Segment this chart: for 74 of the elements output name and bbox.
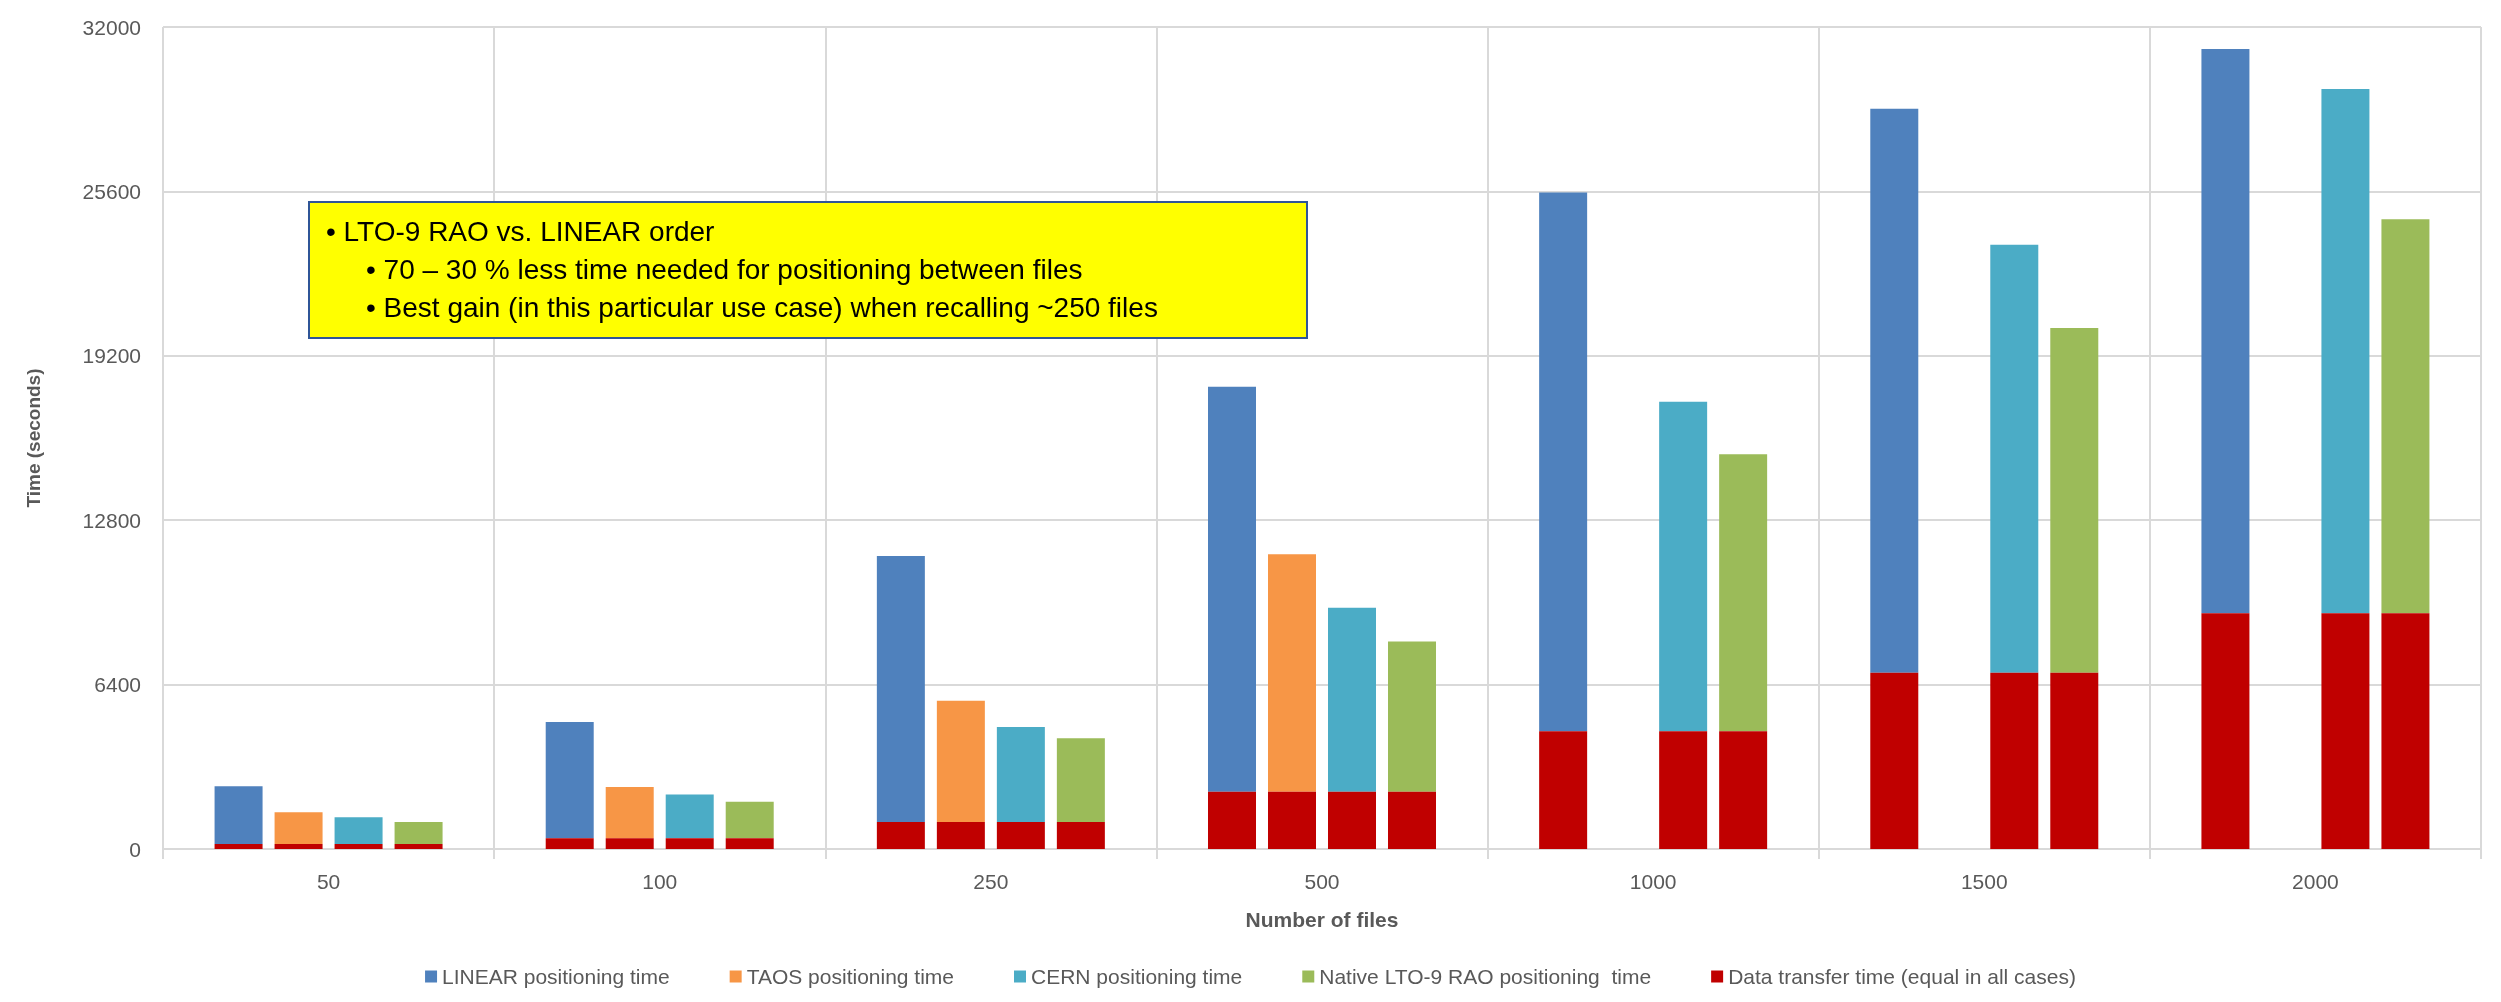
legend-label: Native LTO-9 RAO positioning time bbox=[1319, 965, 1652, 988]
bar bbox=[274, 812, 323, 845]
legend-label: CERN positioning time bbox=[1031, 965, 1243, 988]
bar bbox=[936, 822, 985, 849]
bar bbox=[1870, 672, 1919, 849]
bar bbox=[996, 822, 1045, 849]
bar bbox=[545, 722, 594, 839]
bar bbox=[1719, 454, 1768, 732]
bar bbox=[936, 700, 985, 823]
bar bbox=[605, 787, 654, 839]
bar bbox=[334, 817, 383, 845]
legend-label: LINEAR positioning time bbox=[442, 965, 670, 988]
x-tick-label: 100 bbox=[642, 870, 678, 893]
x-tick-label: 50 bbox=[316, 870, 341, 893]
y-tick-label: 0 bbox=[129, 837, 141, 861]
bar bbox=[725, 801, 774, 839]
bar bbox=[2050, 328, 2099, 673]
bar bbox=[1208, 791, 1256, 849]
bar bbox=[1388, 791, 1436, 849]
y-tick-label: 12800 bbox=[82, 508, 141, 532]
y-tick-label: 19200 bbox=[82, 344, 141, 368]
bar bbox=[1719, 731, 1768, 849]
bar bbox=[1990, 672, 2039, 849]
bar bbox=[1870, 108, 1919, 673]
bar bbox=[2381, 219, 2430, 614]
x-tick-label: 500 bbox=[1304, 870, 1340, 893]
bar bbox=[725, 838, 774, 849]
bar bbox=[1990, 244, 2039, 673]
bar bbox=[2201, 49, 2250, 614]
bar bbox=[2201, 613, 2250, 849]
bar bbox=[545, 838, 594, 849]
bar bbox=[2381, 613, 2430, 849]
bar bbox=[996, 726, 1045, 823]
bar bbox=[214, 786, 263, 845]
legend-label: Data transfer time (equal in all cases) bbox=[1728, 965, 2076, 988]
x-tick-label: 1000 bbox=[1629, 870, 1677, 893]
y-tick-label: 25600 bbox=[82, 179, 141, 203]
annotation: • Best gain (in this particular use case) when recalling ~250 files bbox=[365, 291, 1159, 325]
annotation: • LTO-9 RAO vs. LINEAR order bbox=[326, 215, 716, 249]
bar bbox=[1659, 731, 1708, 849]
y-tick-label: 6400 bbox=[94, 673, 141, 697]
bar bbox=[274, 844, 323, 849]
bar bbox=[876, 555, 925, 823]
legend-label: TAOS positioning time bbox=[746, 965, 955, 988]
bar bbox=[394, 844, 443, 849]
bar bbox=[1328, 791, 1376, 849]
bar bbox=[1539, 731, 1588, 849]
y-axis-title: Time (seconds) bbox=[23, 368, 44, 508]
bar bbox=[2321, 613, 2370, 849]
bar bbox=[665, 838, 714, 849]
bar bbox=[2050, 672, 2099, 849]
bar bbox=[1056, 822, 1105, 849]
x-tick-label: 2000 bbox=[2292, 870, 2339, 893]
bar bbox=[1659, 401, 1708, 732]
bar bbox=[394, 822, 443, 845]
bar bbox=[1208, 386, 1256, 792]
bar bbox=[334, 844, 383, 849]
bar bbox=[1539, 192, 1588, 732]
bar bbox=[2321, 88, 2370, 614]
bar bbox=[605, 838, 654, 849]
bar bbox=[1388, 641, 1436, 792]
x-tick-label: 1500 bbox=[1960, 870, 2008, 893]
bar bbox=[1268, 554, 1316, 792]
bar bbox=[876, 822, 925, 849]
x-tick-label: 250 bbox=[973, 870, 1009, 893]
y-tick-label: 32000 bbox=[82, 15, 141, 39]
bar bbox=[1328, 607, 1376, 792]
annotation: • 70 – 30 % less time needed for positioning between files bbox=[365, 253, 1084, 287]
bar bbox=[1056, 738, 1105, 823]
bar bbox=[214, 844, 263, 849]
x-axis-title: Number of files bbox=[1245, 908, 1399, 931]
callout-box: • LTO-9 RAO vs. LINEAR order • 70 – 30 % less time needed for positioning between files • Best gain (in this particular use case) when recalling ~250 files bbox=[308, 201, 1308, 339]
bar bbox=[1268, 791, 1316, 849]
bar bbox=[665, 794, 714, 839]
